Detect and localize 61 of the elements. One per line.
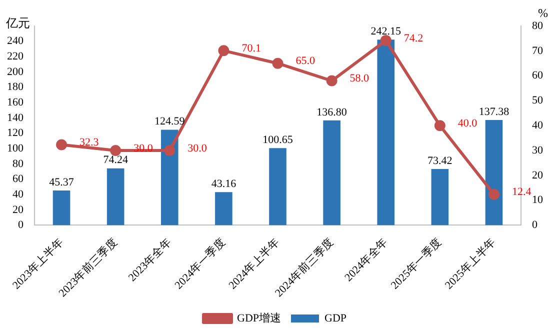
data-label: 124.59 <box>154 116 186 128</box>
y-axis-title: 亿元 <box>5 16 30 30</box>
y-tick-label: 120 <box>7 127 24 140</box>
y2-tick-label: 10 <box>532 194 544 206</box>
y2-tick-label: 50 <box>532 94 544 107</box>
point <box>434 120 446 132</box>
y2-tick-label: 80 <box>532 20 544 32</box>
data-label: 40.0 <box>458 118 478 130</box>
y2-tick-label: 60 <box>532 70 544 82</box>
data-label: 136.80 <box>316 106 348 118</box>
point <box>218 45 230 56</box>
y-tick-label: 40 <box>12 188 24 200</box>
y-tick-label: 220 <box>7 50 24 63</box>
data-label: 30.0 <box>188 142 208 154</box>
y-tick-label: 160 <box>7 96 24 109</box>
data-label: 32.3 <box>80 136 100 149</box>
point <box>272 58 284 69</box>
y-tick-label: 0 <box>18 219 24 232</box>
data-label: 242.15 <box>370 26 402 38</box>
data-label: 73.42 <box>428 154 452 167</box>
data-label: 43.16 <box>211 178 237 190</box>
data-label: 100.65 <box>262 134 294 146</box>
data-label: 74.2 <box>404 32 424 44</box>
bar <box>215 192 232 226</box>
point <box>326 75 338 86</box>
data-label: 70.1 <box>242 42 261 55</box>
data-label: 137.38 <box>478 106 510 118</box>
bar <box>377 40 395 226</box>
y-tick-label: 100 <box>7 142 24 154</box>
data-label: 65.0 <box>296 55 316 68</box>
y-tick-label: 200 <box>7 66 24 78</box>
y2-tick-label: 40 <box>532 120 544 132</box>
data-label: 58.0 <box>350 72 370 85</box>
y-tick-label: 80 <box>12 158 24 170</box>
bar <box>323 120 340 226</box>
data-label: 74.24 <box>103 154 128 166</box>
legend-label: GDP增速 <box>236 311 282 324</box>
point <box>488 188 500 200</box>
y2-tick-label: 20 <box>532 169 544 182</box>
bar <box>52 190 70 226</box>
y-tick-label: 140 <box>7 112 24 124</box>
y2-tick-label: 30 <box>532 144 544 156</box>
y-tick-label: 60 <box>12 173 24 186</box>
point <box>164 145 176 156</box>
y-tick-label: 180 <box>7 81 24 94</box>
data-label: 45.37 <box>49 176 74 188</box>
bar <box>160 130 178 226</box>
bar <box>485 120 503 226</box>
y2-tick-label: 0 <box>532 219 538 232</box>
bar <box>431 168 449 226</box>
y2-tick-label: 70 <box>532 44 544 57</box>
y2-axis-title: % <box>538 6 548 20</box>
data-label: 12.4 <box>512 186 532 198</box>
bar <box>106 168 124 226</box>
legend-label: GDP <box>324 312 347 324</box>
y-tick-label: 20 <box>12 204 24 216</box>
y-tick-label: 240 <box>7 35 24 48</box>
point <box>380 34 392 46</box>
bar <box>269 148 286 226</box>
point <box>110 145 122 156</box>
point <box>56 139 68 150</box>
